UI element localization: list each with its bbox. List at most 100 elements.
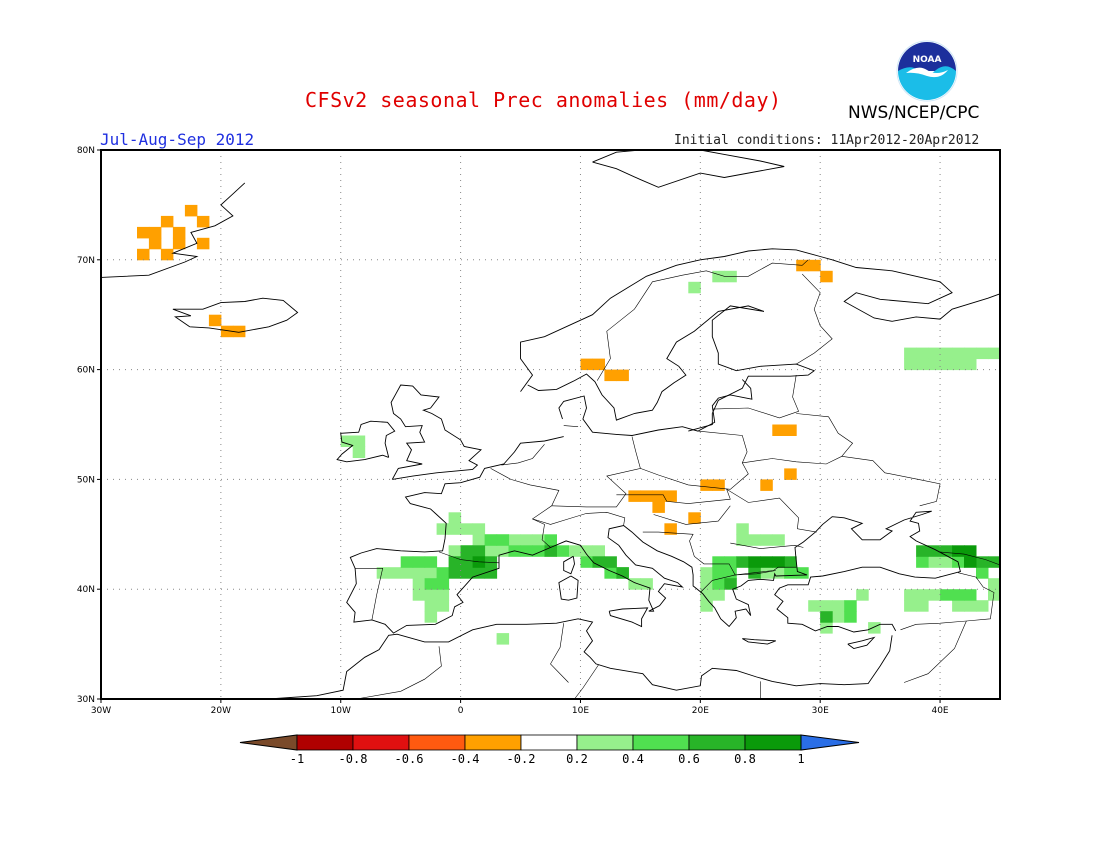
anomaly-cell	[436, 523, 450, 535]
coast-baltic-south	[558, 379, 753, 436]
lon-tick-label: 40E	[931, 706, 948, 716]
anomaly-cell	[976, 556, 989, 568]
anomaly-cell	[232, 325, 246, 338]
anomaly-cell	[856, 589, 869, 601]
anomaly-cell	[412, 567, 426, 579]
anomaly-cell	[868, 622, 881, 634]
anomaly-cell	[172, 237, 186, 250]
anomaly-cell	[196, 215, 210, 228]
anomaly-cell	[772, 534, 785, 546]
anomaly-cell	[388, 567, 402, 579]
anomaly-cell	[952, 358, 965, 371]
anomaly-cell	[472, 567, 486, 579]
anomaly-cell	[484, 556, 498, 568]
coast-sicily	[608, 607, 649, 628]
anomaly-cell	[700, 600, 713, 612]
lat-tick-label: 30N	[77, 695, 95, 705]
anomaly-cell	[976, 347, 989, 360]
anomaly-cell	[928, 358, 941, 371]
anomaly-cell	[640, 578, 653, 590]
anomaly-cell	[712, 567, 725, 579]
map-frame	[100, 149, 1001, 700]
border-central	[616, 488, 817, 533]
colorbar-label: 1	[797, 752, 804, 766]
anomaly-cell	[688, 512, 701, 524]
anomaly-cell	[412, 589, 426, 601]
anomaly-cell	[520, 545, 533, 557]
anomaly-cell	[940, 347, 953, 360]
coast-svalbard	[592, 149, 785, 188]
anomaly-cell	[916, 600, 929, 612]
anomaly-cell	[712, 578, 725, 590]
anomaly-cell	[916, 589, 929, 601]
colorbar-swatch	[576, 734, 634, 751]
anomaly-cell	[772, 556, 785, 568]
anomaly-cell	[484, 545, 498, 557]
lon-tick-label: 30E	[812, 706, 829, 716]
anomaly-cell	[544, 545, 557, 557]
colorbar-label: 0.8	[734, 752, 756, 766]
anomaly-cell	[160, 215, 174, 228]
anomaly-cell	[976, 600, 989, 612]
anomaly-cell	[964, 556, 977, 568]
anomaly-cell	[532, 534, 545, 546]
anomaly-cell	[460, 567, 474, 579]
anomaly-cell	[616, 369, 629, 382]
anomaly-cell	[580, 556, 593, 568]
anomaly-cell	[460, 556, 474, 568]
anomaly-cell	[616, 567, 629, 579]
forecast-period: Jul-Aug-Sep 2012	[100, 130, 255, 149]
colorbar-label: 0.4	[622, 752, 644, 766]
coast-north-sea	[346, 436, 961, 634]
anomaly-cell	[724, 578, 737, 590]
border-denmark	[563, 425, 579, 427]
initial-conditions: Initial conditions: 11Apr2012-20Apr2012	[674, 133, 980, 148]
colorbar-swatch	[408, 734, 466, 751]
anomaly-cell	[724, 556, 737, 568]
coast-greenland	[100, 182, 246, 278]
coast-crete	[742, 638, 776, 645]
anomaly-cell	[604, 556, 617, 568]
anomaly-cell	[340, 435, 354, 447]
anomaly-cell	[532, 545, 545, 557]
anomaly-cell	[784, 424, 797, 436]
border-low-countries	[501, 444, 545, 466]
anomaly-cell	[988, 589, 1001, 601]
border-hungary-romania	[653, 505, 731, 525]
border-algeria-morocco	[356, 646, 442, 700]
anomaly-cell	[952, 545, 965, 557]
anomaly-cell	[184, 204, 198, 217]
lon-tick-label: 10W	[331, 706, 351, 716]
anomaly-cell	[208, 314, 222, 327]
anomaly-cell	[472, 523, 486, 535]
coast-sardinia	[558, 575, 579, 601]
anomaly-cell	[952, 347, 965, 360]
lon-tick-label: 20E	[692, 706, 709, 716]
anomaly-cell	[664, 490, 677, 502]
anomaly-cell	[964, 347, 977, 360]
anomaly-cell	[592, 545, 605, 557]
border-belarus-ukraine	[742, 455, 941, 507]
anomaly-cell	[748, 534, 761, 546]
anomaly-cell	[928, 347, 941, 360]
anomaly-cell	[436, 600, 450, 612]
anomaly-cell	[448, 523, 462, 535]
anomaly-cell	[712, 556, 725, 568]
anomaly-cell	[688, 281, 701, 294]
noaa-logo-icon: NOAA	[896, 40, 958, 102]
anomaly-cell	[496, 545, 510, 557]
colorbar-swatch	[520, 734, 578, 751]
anomaly-cell	[712, 270, 725, 283]
anomaly-cell	[652, 490, 665, 502]
anomaly-cell	[700, 479, 713, 491]
colorbar-label: -1	[290, 752, 304, 766]
border-russia-belarus	[796, 413, 854, 457]
anomaly-cell	[400, 556, 414, 568]
anomaly-cell	[556, 545, 569, 557]
anomaly-cell	[580, 358, 593, 371]
anomaly-cell	[904, 600, 917, 612]
anomaly-cell	[137, 226, 150, 239]
anomaly-cell	[712, 589, 725, 601]
anomaly-cell	[412, 578, 426, 590]
latitude-axis: 80N 70N 60N 50N 40N 30N	[77, 146, 101, 705]
